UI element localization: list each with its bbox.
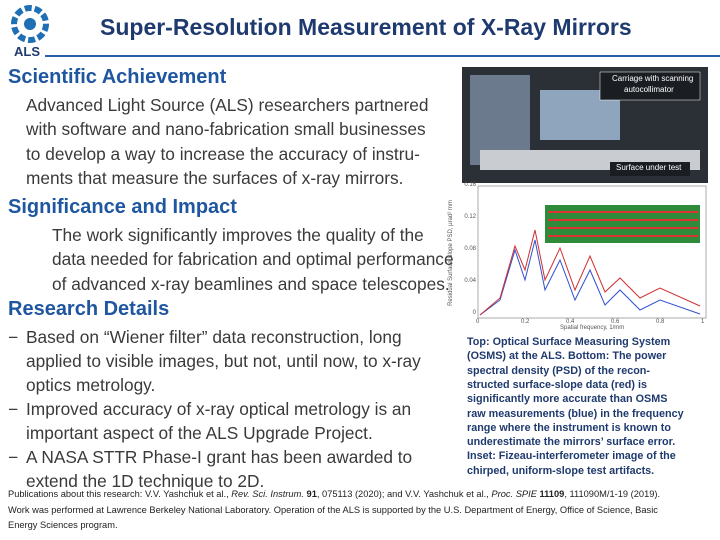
caption-line: structed surface-slope data (red) is — [467, 378, 647, 391]
bullet-marker: − — [8, 447, 19, 467]
bullet-line: Based on “Wiener filter” data reconstruc… — [26, 327, 402, 347]
bullet-line: A NASA STTR Phase-I grant has been award… — [26, 447, 413, 467]
footer-text: Energy Sciences program. — [8, 520, 118, 530]
x-tick-label: 0.6 — [611, 319, 620, 325]
caption-line: (OSMS) at the ALS. Bottom: The power — [467, 350, 667, 363]
footer-line: Work was performed at Lawrence Berkeley … — [8, 505, 658, 515]
footer-text: Work was performed at Lawrence Berkeley … — [8, 504, 658, 515]
footer-text: Rev. Sci. Instrum. — [231, 489, 304, 499]
y-tick-label: 0 — [472, 310, 476, 316]
footer-line: Publications about this research: V.V. Y… — [8, 489, 660, 499]
x-tick-label: 0.8 — [656, 319, 665, 325]
body-line: data needed for fabrication and optimal … — [52, 249, 454, 270]
bullet-line: important aspect of the ALS Upgrade Proj… — [26, 423, 373, 443]
caption-line: Top: Optical Surface Measuring System — [467, 336, 671, 348]
x-axis-label: Spatial frequency, 1/mm — [560, 325, 625, 331]
y-tick-label: 0.04 — [464, 278, 476, 284]
bullet-marker: − — [8, 399, 19, 419]
section-heading: Research Details — [8, 298, 170, 320]
title: Super-Resolution Measurement of X-Ray Mi… — [100, 14, 632, 40]
body-line: with software and nano-fabrication small… — [26, 119, 426, 140]
caption-line: chirped, uniform-slope test artifacts. — [467, 464, 655, 477]
caption-line: spectral density (PSD) of the recon- — [467, 364, 650, 377]
bullet-line: Improved accuracy of x-ray optical metro… — [26, 399, 412, 419]
footer-text: Publications about this research: V.V. Y… — [8, 489, 232, 499]
bullet-marker: − — [8, 327, 19, 347]
footer-text: Proc. SPIE — [491, 489, 540, 499]
body-line: to develop a way to increase the accurac… — [26, 143, 420, 164]
logo — [11, 5, 49, 43]
caption-line: raw measurements (blue) in the frequency — [467, 407, 684, 420]
logo-text: ALS — [14, 44, 40, 59]
caption-line: Inset: Fizeau-interferometer image of th… — [467, 450, 676, 463]
y-axis-label: Residual Surface Slope PSD, μrad² mm — [447, 200, 454, 306]
photo-label: Carriage with scanning — [612, 74, 694, 83]
photo-label: autocollimator — [624, 85, 674, 94]
footer-text: 91 — [306, 489, 317, 499]
y-tick-label: 0.08 — [464, 246, 476, 252]
body-line: Advanced Light Source (ALS) researchers … — [26, 95, 429, 115]
section-heading: Significance and Impact — [8, 196, 237, 218]
plot — [460, 183, 710, 330]
footer-text: , 111090M/1-19 (2019). — [564, 489, 661, 499]
x-tick-label: 0 — [476, 319, 480, 325]
bullet-line: optics metrology. — [26, 375, 156, 395]
caption-line: range where the instrument is known to — [467, 421, 671, 434]
footer-text: 11109 — [539, 489, 565, 499]
footer-line: Energy Sciences program. — [8, 520, 118, 530]
x-tick-label: 0.4 — [566, 319, 575, 325]
bullet-line: extend the 1D technique to 2D. — [26, 471, 265, 491]
caption-line: underestimate the mirrors’ surface error… — [467, 436, 676, 449]
caption-line: significantly more accurate than OSMS — [467, 393, 668, 406]
x-tick-label: 1 — [701, 319, 705, 325]
footer-text: , 075113 (2020); and V.V. Yashchuk et al… — [316, 489, 492, 499]
body-line: The work significantly improves the qual… — [52, 225, 424, 245]
section-heading: Scientific Achievement — [8, 66, 227, 88]
y-tick-label: 0.12 — [464, 214, 476, 220]
body-line: ments that measure the surfaces of x-ray… — [26, 167, 404, 188]
y-tick-label: 0.16 — [464, 182, 476, 188]
x-tick-label: 0.2 — [521, 319, 530, 325]
body-line: of advanced x-ray beamlines and space te… — [52, 273, 450, 294]
bullet-line: applied to visible images, but not, unti… — [26, 351, 421, 371]
photo — [462, 67, 708, 183]
photo-label: Surface under test — [616, 163, 682, 172]
